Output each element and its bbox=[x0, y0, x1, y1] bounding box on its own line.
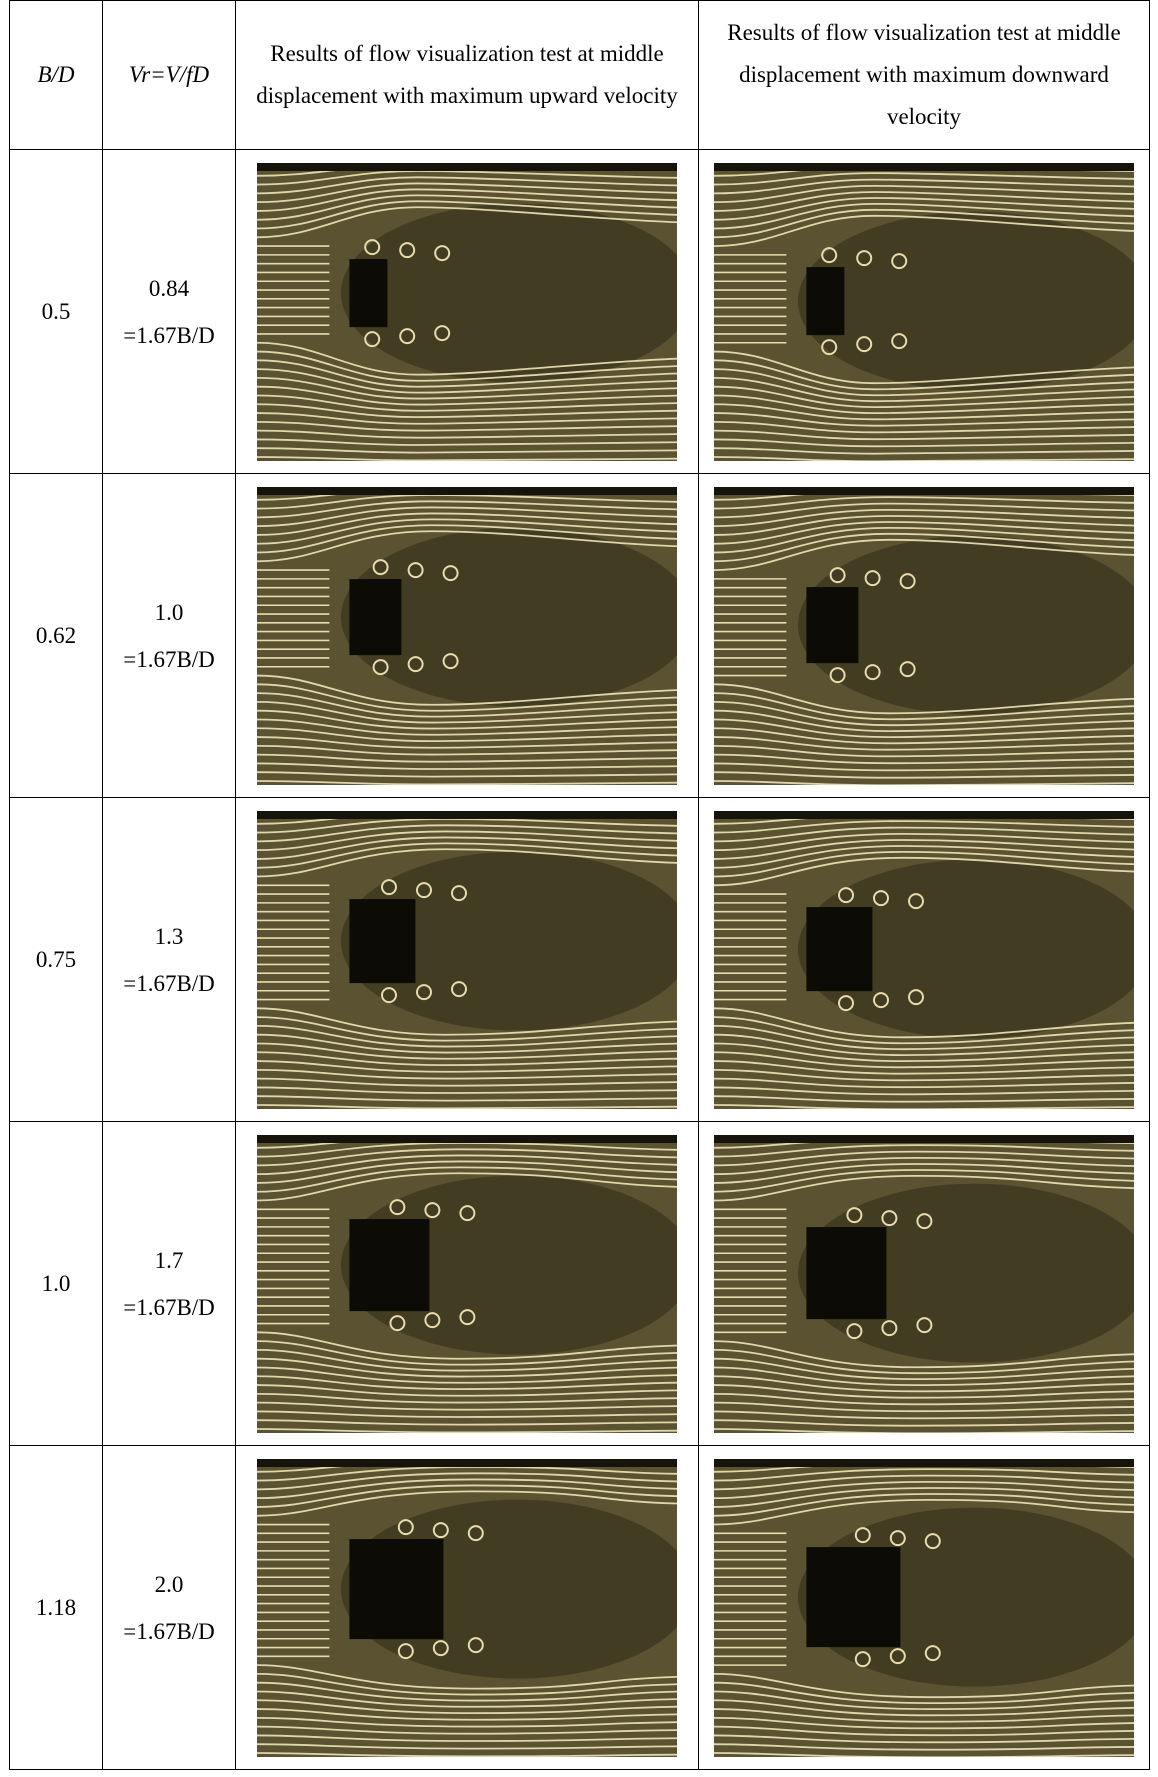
flow-image bbox=[714, 487, 1134, 785]
header-row: B/D Vr=V/fD Results of flow visualizatio… bbox=[10, 1, 1150, 150]
flow-image bbox=[257, 1459, 677, 1757]
vr-value: 1.0 bbox=[103, 589, 235, 636]
page: B/D Vr=V/fD Results of flow visualizatio… bbox=[0, 0, 1158, 1777]
header-cell: Results of flow visualization test at mi… bbox=[699, 1, 1150, 150]
bd-cell: 1.0 bbox=[10, 1122, 103, 1446]
header-cell: B/D bbox=[10, 1, 103, 150]
flow-image bbox=[714, 1459, 1134, 1757]
image-cell bbox=[236, 1122, 699, 1446]
model-block bbox=[349, 579, 401, 655]
model-block bbox=[349, 1539, 443, 1639]
header-cell: Results of flow visualization test at mi… bbox=[236, 1, 699, 150]
vr-cell: 1.7=1.67B/D bbox=[103, 1122, 236, 1446]
model-block bbox=[349, 1219, 429, 1311]
model-block bbox=[806, 267, 844, 335]
flow-image bbox=[257, 811, 677, 1109]
top-band bbox=[714, 811, 1134, 819]
vr-value: 0.84 bbox=[103, 265, 235, 312]
vr-cell: 1.0=1.67B/D bbox=[103, 474, 236, 798]
top-band bbox=[257, 1135, 677, 1143]
vr-cell: 0.84=1.67B/D bbox=[103, 150, 236, 474]
image-cell bbox=[699, 798, 1150, 1122]
top-band bbox=[257, 163, 677, 171]
vr-value: 2.0 bbox=[103, 1561, 235, 1608]
table-row: 0.751.3=1.67B/D bbox=[10, 798, 1150, 1122]
flow-image bbox=[714, 163, 1134, 461]
vr-expression: =1.67B/D bbox=[103, 1284, 235, 1331]
image-cell bbox=[699, 1122, 1150, 1446]
vr-expression: =1.67B/D bbox=[103, 960, 235, 1007]
model-block bbox=[349, 899, 415, 983]
results-table: B/D Vr=V/fD Results of flow visualizatio… bbox=[9, 0, 1150, 1770]
table-row: 0.621.0=1.67B/D bbox=[10, 474, 1150, 798]
header-text: Results of flow visualization test at mi… bbox=[236, 33, 698, 117]
vr-cell: 2.0=1.67B/D bbox=[103, 1446, 236, 1770]
table-row: 0.50.84=1.67B/D bbox=[10, 150, 1150, 474]
model-block bbox=[806, 1547, 900, 1647]
top-band bbox=[714, 1135, 1134, 1143]
bd-cell: 0.62 bbox=[10, 474, 103, 798]
vr-expression: =1.67B/D bbox=[103, 636, 235, 683]
header-text: Results of flow visualization test at mi… bbox=[699, 12, 1149, 138]
flow-image bbox=[257, 487, 677, 785]
model-block bbox=[806, 907, 872, 991]
table-row: 1.182.0=1.67B/D bbox=[10, 1446, 1150, 1770]
top-band bbox=[714, 163, 1134, 171]
table-row: 1.01.7=1.67B/D bbox=[10, 1122, 1150, 1446]
header-cell: Vr=V/fD bbox=[103, 1, 236, 150]
vr-expression: =1.67B/D bbox=[103, 1608, 235, 1655]
image-cell bbox=[699, 150, 1150, 474]
image-cell bbox=[699, 474, 1150, 798]
vr-value: 1.7 bbox=[103, 1237, 235, 1284]
flow-image bbox=[257, 163, 677, 461]
bd-cell: 0.75 bbox=[10, 798, 103, 1122]
model-block bbox=[806, 1227, 886, 1319]
bd-cell: 0.5 bbox=[10, 150, 103, 474]
image-cell bbox=[699, 1446, 1150, 1770]
top-band bbox=[257, 1459, 677, 1467]
top-band bbox=[257, 811, 677, 819]
model-block bbox=[349, 259, 387, 327]
vr-expression: =1.67B/D bbox=[103, 312, 235, 359]
top-band bbox=[714, 1459, 1134, 1467]
flow-image bbox=[714, 811, 1134, 1109]
vr-value: 1.3 bbox=[103, 913, 235, 960]
top-band bbox=[257, 487, 677, 495]
model-block bbox=[806, 587, 858, 663]
image-cell bbox=[236, 798, 699, 1122]
image-cell bbox=[236, 474, 699, 798]
image-cell bbox=[236, 150, 699, 474]
flow-image bbox=[257, 1135, 677, 1433]
flow-image bbox=[714, 1135, 1134, 1433]
image-cell bbox=[236, 1446, 699, 1770]
vr-cell: 1.3=1.67B/D bbox=[103, 798, 236, 1122]
top-band bbox=[714, 487, 1134, 495]
table-body: B/D Vr=V/fD Results of flow visualizatio… bbox=[10, 1, 1150, 1770]
bd-cell: 1.18 bbox=[10, 1446, 103, 1770]
